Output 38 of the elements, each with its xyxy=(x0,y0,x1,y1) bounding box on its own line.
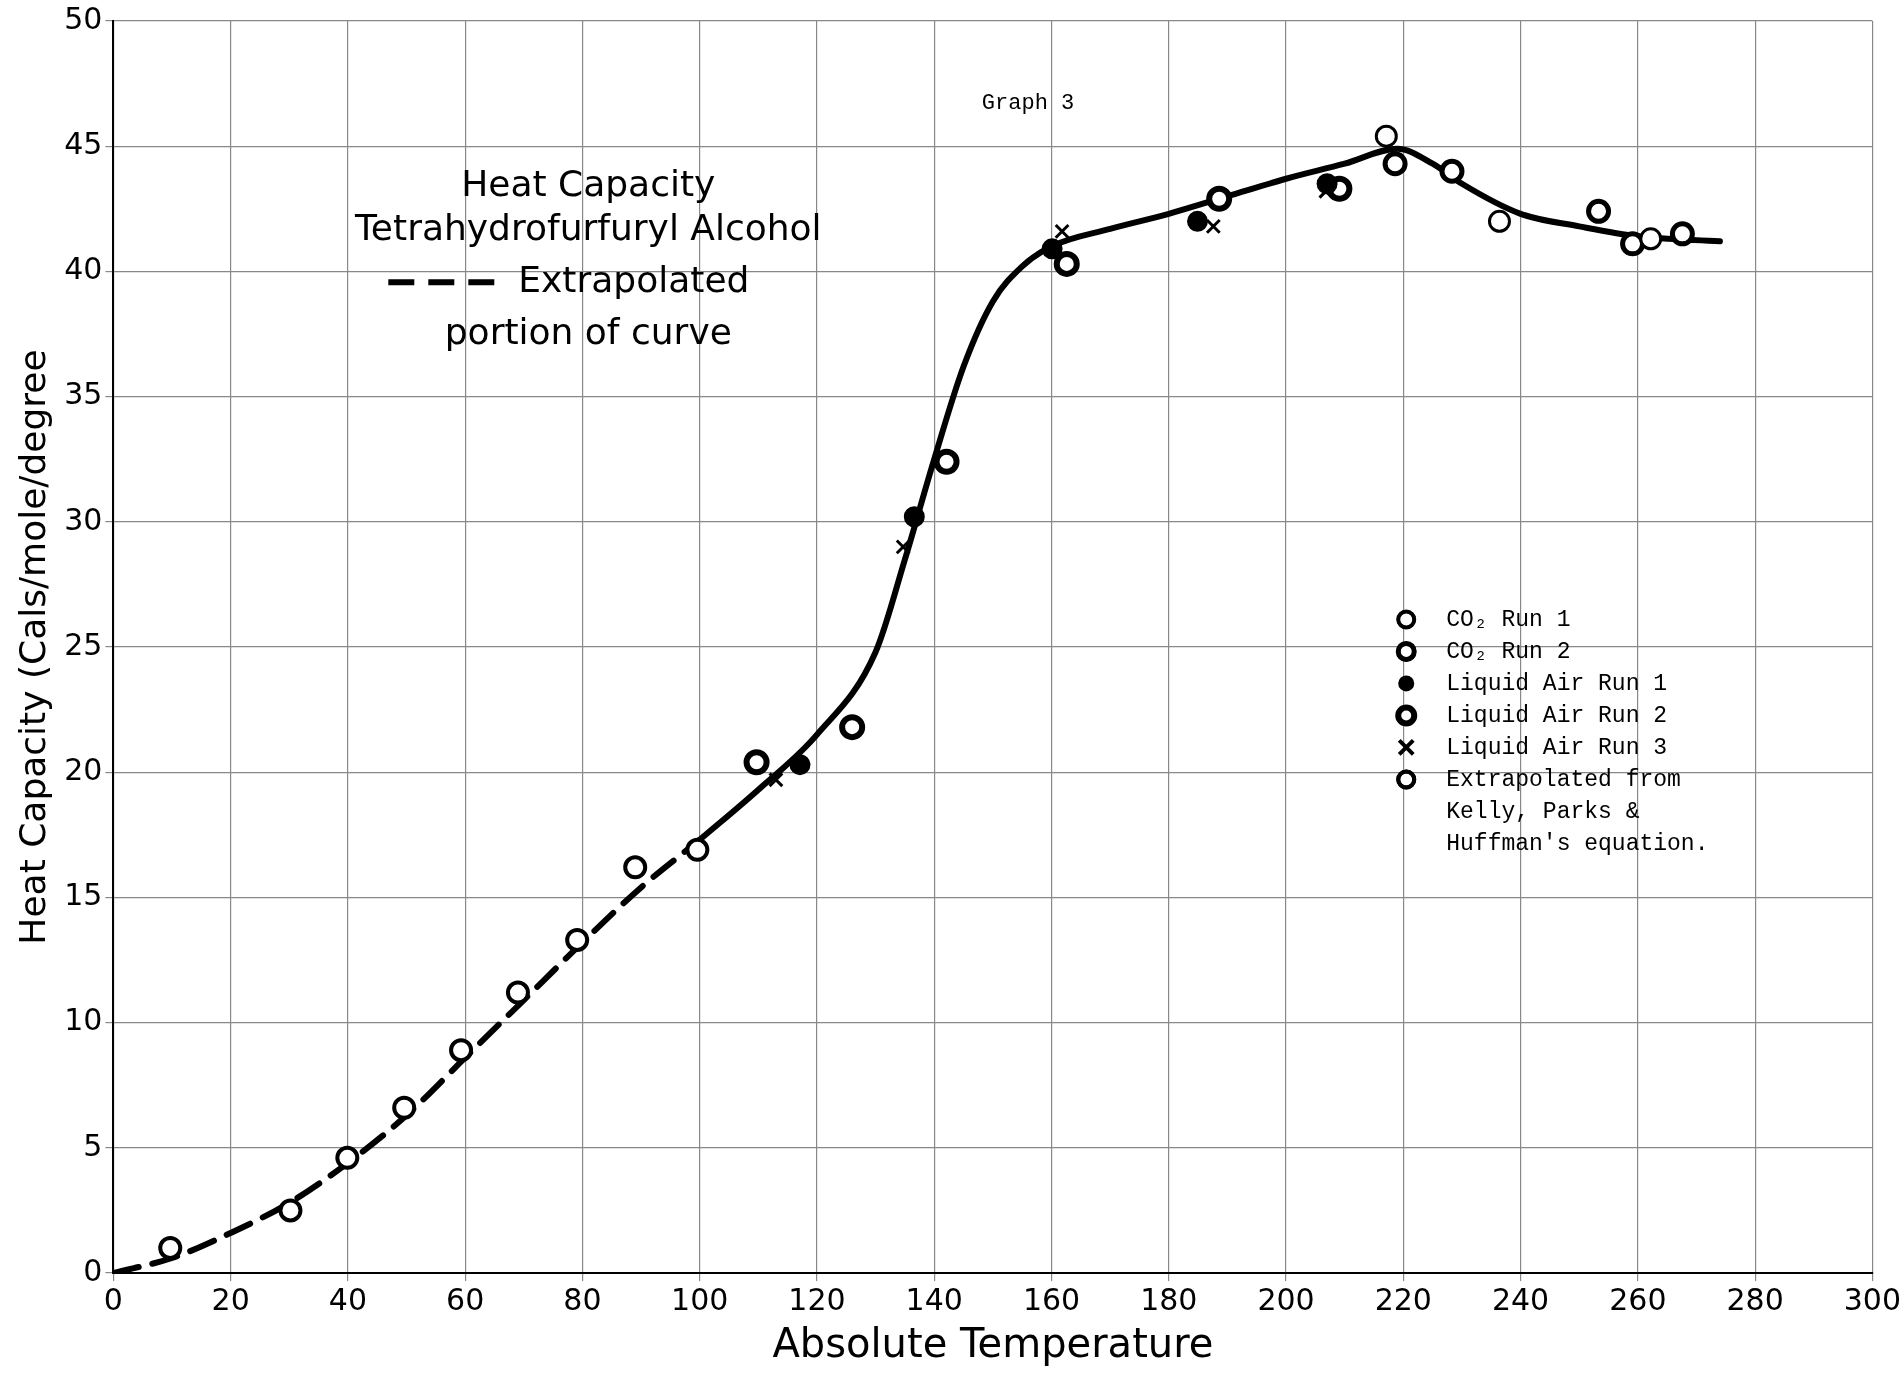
legend-label: CO₂ Run 2 xyxy=(1446,638,1571,665)
y-tick-label: 45 xyxy=(64,126,103,161)
y-tick-label: 0 xyxy=(83,1252,103,1288)
legend-label: Extrapolated portion of curve xyxy=(444,258,750,352)
y-tick-label: 25 xyxy=(64,626,103,662)
text: Heat Capacity xyxy=(461,162,716,204)
x-tick-label: 140 xyxy=(905,1281,963,1317)
x-tick-label: 160 xyxy=(1022,1281,1081,1317)
legend-label: Liquid Air Run 3 xyxy=(1446,734,1668,761)
y-tick-label: 10 xyxy=(64,1002,103,1038)
legend-label: Liquid Air Run 1 xyxy=(1446,670,1668,697)
x-tick-label: 280 xyxy=(1726,1281,1784,1317)
x-tick-label: 80 xyxy=(563,1281,602,1317)
y-tick-label: 35 xyxy=(64,376,103,412)
y-tick-label: 50 xyxy=(64,0,103,36)
x-tick-label: 300 xyxy=(1843,1281,1901,1317)
x-axis-title: Absolute Temperature xyxy=(772,1320,1214,1367)
annotation: Graph 3 xyxy=(981,91,1075,117)
x-tick-label: 180 xyxy=(1140,1281,1198,1317)
x-tick-label: 60 xyxy=(446,1281,485,1317)
x-tick-label: 200 xyxy=(1257,1281,1315,1317)
y-axis-title: Heat Capacity (Cals/mole/degree xyxy=(11,349,53,945)
legend-label: Liquid Air Run 2 xyxy=(1446,702,1668,729)
x-tick-label: 220 xyxy=(1374,1281,1432,1317)
y-tick-label: 30 xyxy=(64,501,103,537)
text: Tetrahydrofurfuryl Alcohol xyxy=(353,206,822,248)
legend-label: Extrapolated from Kelly, Parks & Huffman's equation. xyxy=(1446,766,1709,857)
y-tick-label: 5 xyxy=(83,1127,103,1163)
legend-label: CO₂ Run 1 xyxy=(1446,606,1571,633)
x-tick-label: 120 xyxy=(788,1281,846,1317)
y-tick-label: 20 xyxy=(64,752,103,787)
x-tick-label: 240 xyxy=(1491,1281,1550,1317)
x-tick-label: 100 xyxy=(671,1281,729,1317)
x-tick-label: 40 xyxy=(328,1281,367,1317)
x-tick-label: 260 xyxy=(1609,1281,1667,1317)
x-tick-label: 20 xyxy=(211,1281,250,1317)
y-tick-label: 15 xyxy=(64,877,103,913)
y-tick-label: 40 xyxy=(64,251,103,287)
